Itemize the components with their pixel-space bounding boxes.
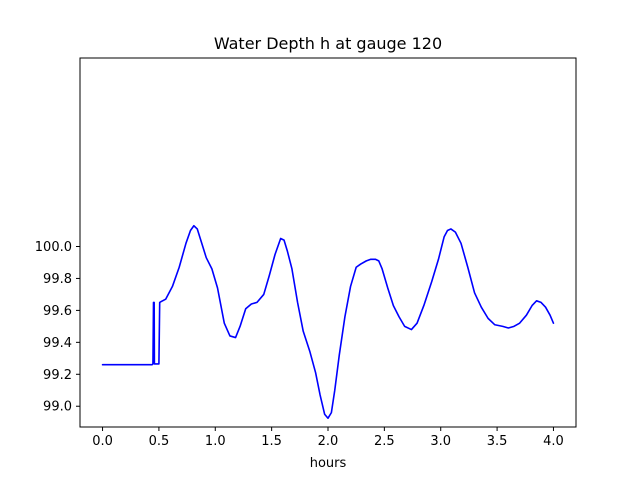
x-tick-label: 2.0 bbox=[318, 434, 339, 449]
y-tick-label: 99.0 bbox=[43, 400, 72, 415]
y-axis-ticks: 99.0 99.2 99.4 99.6 99.8 100.0 bbox=[35, 240, 80, 415]
x-tick-label: 0.0 bbox=[92, 434, 113, 449]
x-axis-label: hours bbox=[310, 456, 347, 471]
x-tick-label: 4.0 bbox=[543, 434, 564, 449]
x-tick-label: 2.5 bbox=[374, 434, 395, 449]
y-tick-label: 99.2 bbox=[43, 368, 72, 383]
y-tick-label: 100.0 bbox=[35, 240, 72, 255]
plot-area bbox=[101, 224, 555, 420]
x-axis-ticks: 0.0 0.5 1.0 1.5 2.0 2.5 3.0 3.5 4.0 bbox=[92, 427, 564, 449]
axes-frame bbox=[79, 57, 577, 428]
x-tick-label: 1.0 bbox=[205, 434, 226, 449]
y-tick-label: 99.6 bbox=[43, 304, 72, 319]
x-tick-label: 3.0 bbox=[430, 434, 451, 449]
chart-title: Water Depth h at gauge 120 bbox=[214, 34, 442, 53]
y-tick-label: 99.4 bbox=[43, 336, 72, 351]
x-tick-label: 1.5 bbox=[261, 434, 282, 449]
x-tick-label: 3.5 bbox=[487, 434, 508, 449]
water-depth-series-line bbox=[101, 224, 555, 420]
x-tick-label: 0.5 bbox=[149, 434, 170, 449]
y-tick-label: 99.8 bbox=[43, 272, 72, 287]
